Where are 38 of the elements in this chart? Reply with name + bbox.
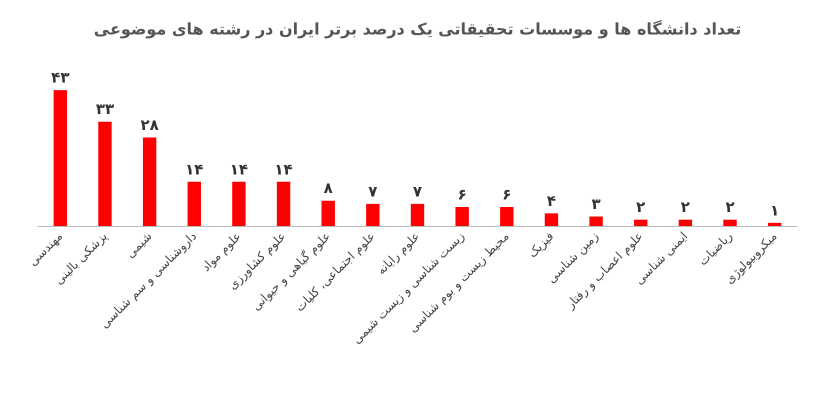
chart-title: تعداد دانشگاه ها و موسسات تحقیقاتی یک درصد برتر ایران در رشته های موضوعی	[94, 20, 742, 38]
data-label: ۷	[412, 182, 422, 200]
data-label: ۱	[770, 201, 780, 220]
x-tick-label: شیمی	[123, 229, 155, 261]
bar	[678, 220, 692, 226]
bar	[768, 222, 782, 226]
bar	[54, 90, 68, 226]
bar	[500, 207, 514, 226]
bar	[276, 182, 290, 226]
bar	[544, 213, 558, 226]
data-label: ۲۸	[140, 116, 159, 134]
bar	[634, 220, 648, 226]
bar	[366, 204, 380, 226]
data-label: ۱۴	[185, 160, 204, 178]
data-label: ۲	[725, 198, 735, 216]
data-label: ۴	[546, 192, 556, 210]
bar	[723, 220, 737, 226]
data-label: ۲	[680, 198, 690, 216]
bar	[589, 216, 603, 226]
bar	[98, 122, 112, 226]
x-tick-label: فیزیک	[525, 229, 556, 260]
data-label: ۱۴	[230, 160, 248, 178]
x-tick-label: علوم رایانه	[374, 229, 422, 278]
data-label: ۷	[368, 182, 378, 200]
data-label: ۴۳	[51, 68, 70, 87]
data-label: ۶	[502, 186, 512, 204]
data-label: ۱۴	[274, 160, 293, 178]
bar	[188, 182, 201, 226]
bar	[232, 182, 246, 226]
data-label: ۶	[458, 186, 467, 204]
bar	[455, 207, 469, 226]
data-label: ۲	[636, 198, 646, 216]
data-label: ۳	[592, 195, 601, 214]
data-label: ۸	[324, 179, 333, 198]
bar	[410, 204, 424, 226]
bar	[142, 138, 156, 226]
bar	[322, 200, 335, 226]
data-label: ۳۳	[96, 100, 114, 118]
